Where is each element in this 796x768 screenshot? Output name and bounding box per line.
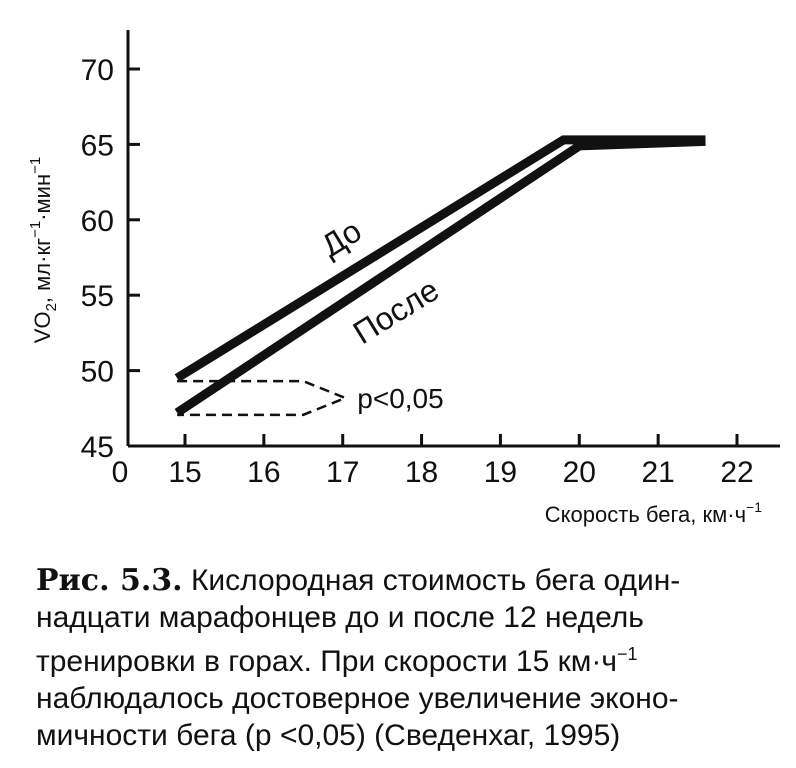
- y-tick-label: 55: [81, 280, 114, 313]
- series-label-do: До: [315, 212, 368, 264]
- axes: [126, 30, 780, 448]
- series-lines: [174, 135, 706, 417]
- caption-text: мичности бега (р <0,05) (Сведенхаг, 1995…: [36, 719, 621, 752]
- x-axis-label: Скорость бега, км·ч−1: [545, 499, 762, 527]
- caption-line: мичности бега (р <0,05) (Сведенхаг, 1995…: [36, 717, 776, 754]
- caption-text: наблюдалось достоверное увеличение эконо…: [36, 682, 679, 715]
- caption-text: Кислородная стоимость бега один-: [190, 564, 681, 597]
- vo2-speed-chart: 45 50 55 60 65 70 0 15 16 17 18 19 20 21 22 p<0,05 До…: [27, 30, 780, 527]
- y-tick-label: 60: [81, 205, 114, 238]
- caption-line: Рис. 5.3. Кислородная стоимость бега оди…: [36, 562, 776, 599]
- x-tick-label: 18: [405, 456, 438, 489]
- x-ticks: 0 15 16 17 18 19 20 21 22: [112, 434, 754, 489]
- x-tick-label: 16: [247, 456, 280, 489]
- figure-caption: Рис. 5.3. Кислородная стоимость бега оди…: [36, 562, 776, 754]
- series-line-do: [174, 135, 706, 382]
- x-tick-label: 17: [326, 456, 359, 489]
- x-tick-label: 21: [641, 456, 674, 489]
- caption-line: тренировки в горах. При скорости 15 км·ч…: [36, 636, 776, 680]
- y-tick-label: 70: [81, 54, 114, 87]
- caption-line: надцати марафонцев до и после 12 недель: [36, 599, 776, 636]
- x-tick-label: 19: [484, 456, 517, 489]
- significance-bracket: [177, 379, 349, 417]
- x-tick-label: 15: [168, 456, 201, 489]
- y-ticks: 45 50 55 60 65 70: [81, 54, 140, 464]
- y-axis-label: VO2, мл·кг−1·мин−1: [27, 157, 60, 343]
- caption-text: надцати марафонцев до и после 12 недель: [36, 601, 644, 634]
- y-tick-label: 50: [81, 356, 114, 389]
- caption-text: тренировки в горах. При скорости 15 км·ч: [36, 645, 618, 678]
- figure-number: Рис. 5.3.: [36, 563, 183, 598]
- significance-annotation: p<0,05: [177, 379, 444, 417]
- x-tick-label: 22: [720, 456, 753, 489]
- x-tick-label: 20: [563, 456, 596, 489]
- series-line-posle: [174, 136, 706, 417]
- caption-line: наблюдалось достоверное увеличение эконо…: [36, 680, 776, 717]
- caption-superscript: −1: [617, 644, 638, 664]
- y-tick-label: 65: [81, 129, 114, 162]
- significance-label: p<0,05: [357, 383, 443, 414]
- series-label-posle: После: [347, 271, 445, 351]
- x-tick-label: 0: [112, 456, 129, 489]
- y-tick-label: 45: [81, 431, 114, 464]
